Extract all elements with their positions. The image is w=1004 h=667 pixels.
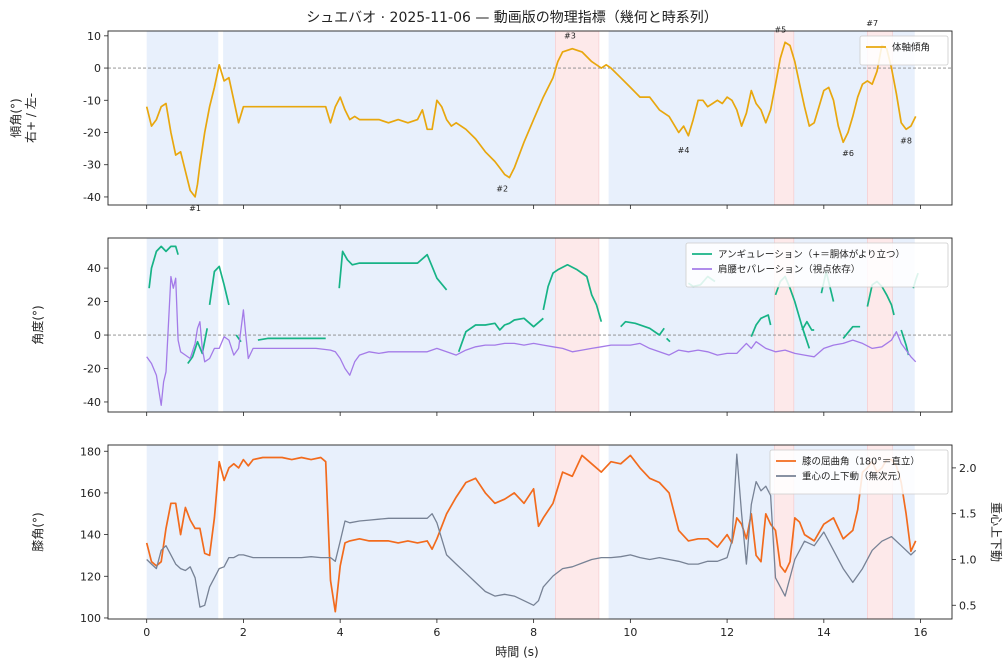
phase-span-red [555, 237, 600, 413]
event-label: #3 [564, 32, 576, 41]
axes-frame [107, 444, 953, 620]
y-tick-label: -30 [83, 159, 101, 172]
y-tick-label: -10 [83, 94, 101, 107]
legend-label: 膝の屈曲角（180°＝直立） [802, 456, 920, 468]
y-tick-label: 0 [94, 329, 101, 342]
y-tick-label: -20 [83, 127, 101, 140]
series-line-ang [542, 263, 603, 322]
x-tick-label: 16 [914, 626, 928, 639]
y-axis-label: 膝角(°) [31, 512, 45, 551]
event-label: #6 [842, 149, 854, 158]
event-label: #2 [496, 185, 508, 194]
y-tick-label: 40 [87, 262, 101, 275]
event-label: #4 [678, 146, 690, 155]
y2-tick-label: 2.0 [959, 462, 977, 475]
axes-frame [107, 30, 953, 206]
y-tick-label: -40 [83, 396, 101, 409]
series-line-knee [145, 454, 917, 613]
x-tick-label: 14 [817, 626, 831, 639]
phase-span-blue [146, 445, 219, 619]
y-tick-label: -20 [83, 363, 101, 376]
legend-box [859, 35, 949, 66]
event-label: #8 [900, 136, 912, 145]
y-tick-label: 100 [80, 612, 101, 625]
y-tick-label: 10 [87, 30, 101, 43]
series-line-ang [620, 320, 665, 336]
y-tick-label: 180 [80, 445, 101, 458]
x-axis-label: 時間 (s) [495, 645, 538, 659]
panel-angles: 40 20 0 -20 -40 角度(°) アンギュレーション（+＝胴体がより立つ） 肩腰セパ… [30, 237, 953, 416]
event-label: #1 [189, 204, 201, 213]
phase-span-blue [146, 238, 219, 412]
series-line-ang [801, 320, 815, 331]
legend-label: 体軸傾角 [892, 42, 930, 54]
series-line-tilt [145, 41, 917, 198]
panel-knee-com: 180 160 140 120 100 0 2 4 6 8 10 12 14 16 0.5 1.0 1.5 2.0… [31, 444, 1003, 639]
series-line-ang [457, 317, 544, 353]
phase-span-red [774, 30, 795, 206]
y-axis-label: 角度(°) [30, 305, 45, 344]
series-line-ang [208, 265, 230, 306]
series-line-com [146, 453, 917, 608]
y2-axis-label: 重心上下動 [989, 502, 1003, 562]
panel-tilt: 10 0 -10 -20 -30 -40 #1 #2 #3 #4 #5 #6 #7 #8 傾角(°) 右+ /… [9, 19, 953, 213]
y2-tick-label: 0.5 [959, 599, 977, 612]
y-tick-label: 0 [94, 62, 101, 75]
series-line-ang [187, 328, 209, 364]
series-line-ang [257, 337, 326, 341]
y2-tick-label: 1.0 [959, 553, 977, 566]
phase-span-red [555, 30, 600, 206]
series-line-ang [148, 245, 179, 289]
event-label: #5 [774, 25, 786, 34]
axes-frame [107, 237, 953, 413]
event-label: #7 [866, 19, 878, 28]
phase-span-blue [223, 445, 556, 619]
y-tick-label: -40 [83, 191, 101, 204]
series-line-sep [146, 275, 917, 406]
series-line-ang [842, 325, 861, 339]
legend-label: 重心の上下動（無次元） [802, 471, 907, 483]
y-tick-label: 20 [87, 296, 101, 309]
series-line-ang [666, 337, 671, 343]
x-tick-label: 6 [433, 626, 440, 639]
legend-box [769, 449, 949, 495]
phase-span-blue [223, 31, 556, 205]
x-tick-label: 2 [240, 626, 247, 639]
x-tick-label: 4 [337, 626, 344, 639]
x-tick-label: 10 [623, 626, 637, 639]
figure-title: シュエバオ · 2025-11-06 — 動画版の物理指標（幾何と時系列） [306, 10, 718, 26]
x-tick-label: 12 [720, 626, 734, 639]
y2-tick-label: 1.5 [959, 508, 977, 521]
series-line-ang [750, 314, 772, 338]
y-tick-label: 140 [80, 529, 101, 542]
y-axis-label: 傾角(°) [9, 98, 23, 137]
legend-box [685, 242, 949, 288]
y-tick-label: 160 [80, 487, 101, 500]
y-tick-label: 120 [80, 570, 101, 583]
phase-span-blue [146, 31, 219, 205]
phase-span-red [555, 444, 600, 620]
y-axis-label: 右+ / 左- [23, 93, 38, 143]
phase-span-blue [223, 238, 556, 412]
series-line-ang [338, 250, 448, 291]
legend-label: アンギュレーション（+＝胴体がより立つ） [718, 249, 905, 261]
legend-label: 肩腰セパレーション（視点依存） [718, 264, 860, 276]
x-tick-label: 8 [530, 626, 537, 639]
x-tick-label: 0 [143, 626, 150, 639]
